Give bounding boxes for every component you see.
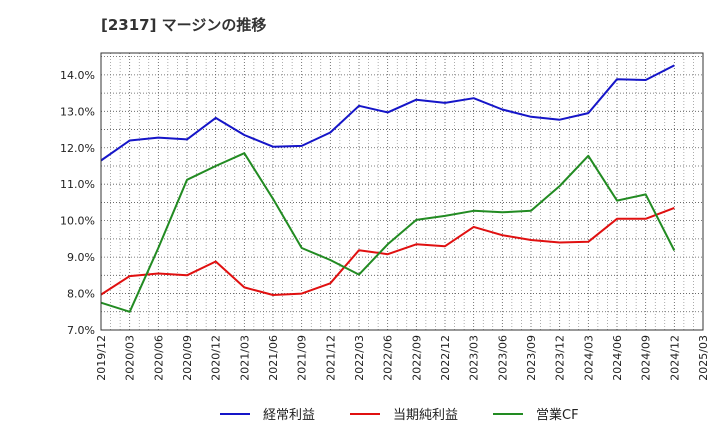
y-tick-label: 14.0% bbox=[60, 69, 95, 82]
x-tick-label: 2023/06 bbox=[496, 335, 509, 381]
chart-title: [2317] マージンの推移 bbox=[101, 16, 266, 34]
x-tick-label: 2024/09 bbox=[640, 335, 653, 381]
x-tick-label: 2023/09 bbox=[525, 335, 538, 381]
x-tick-label: 2024/12 bbox=[668, 335, 681, 381]
y-tick-label: 9.0% bbox=[67, 251, 95, 264]
x-tick-label: 2019/12 bbox=[95, 335, 108, 381]
series-line-2 bbox=[100, 206, 675, 296]
y-tick-label: 10.0% bbox=[60, 215, 95, 228]
x-tick-label: 2022/12 bbox=[439, 335, 452, 381]
x-tick-label: 2022/06 bbox=[382, 335, 395, 381]
y-tick-label: 11.0% bbox=[60, 178, 95, 191]
y-tick-label: 12.0% bbox=[60, 142, 95, 155]
x-tick-label: 2020/09 bbox=[181, 335, 194, 381]
x-tick-label: 2020/03 bbox=[124, 335, 137, 381]
series-line-1 bbox=[100, 64, 675, 162]
legend-label-3: 営業CF bbox=[536, 407, 579, 423]
x-tick-label: 2021/06 bbox=[267, 335, 280, 381]
series-line-3 bbox=[100, 152, 676, 313]
x-tick-label: 2024/06 bbox=[611, 335, 624, 381]
legend-label-1: 経常利益 bbox=[263, 408, 315, 423]
x-tick-label: 2025/03 bbox=[697, 335, 710, 381]
x-tick-label: 2021/12 bbox=[324, 335, 337, 381]
x-tick-label: 2022/03 bbox=[353, 335, 366, 381]
x-tick-label: 2023/12 bbox=[554, 335, 567, 381]
x-tick-label: 2022/09 bbox=[410, 335, 423, 381]
x-tick-label: 2020/06 bbox=[152, 335, 165, 381]
plot-area bbox=[101, 53, 703, 330]
x-tick-label: 2021/09 bbox=[296, 335, 309, 381]
x-tick-label: 2021/03 bbox=[238, 335, 251, 381]
x-tick-label: 2023/03 bbox=[468, 335, 481, 381]
y-tick-label: 13.0% bbox=[60, 105, 95, 118]
plot-frame bbox=[100, 52, 704, 331]
x-tick-label: 2024/03 bbox=[582, 335, 595, 381]
y-tick-label: 8.0% bbox=[67, 288, 95, 301]
legend-label-2: 当期純利益 bbox=[393, 408, 458, 423]
y-tick-label: 7.0% bbox=[67, 324, 95, 337]
x-tick-label: 2020/12 bbox=[210, 335, 223, 381]
